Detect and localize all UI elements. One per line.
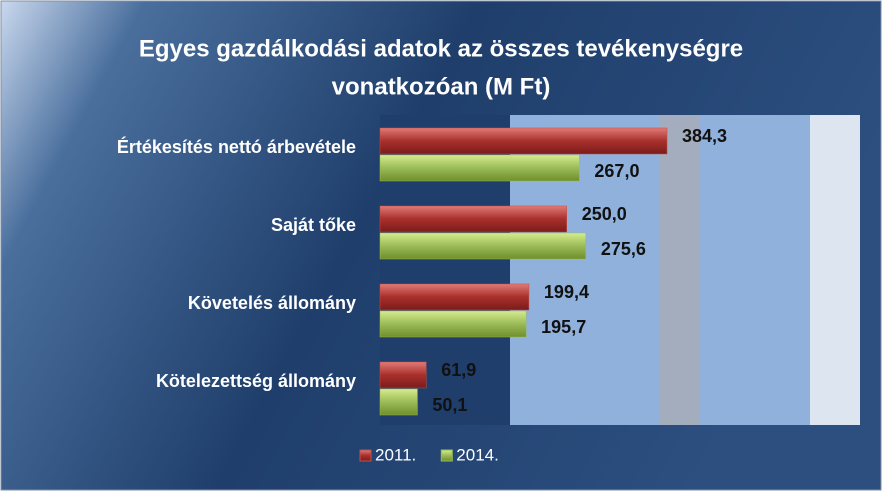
legend-label: 2014. bbox=[456, 445, 499, 464]
y-tick-label: Kötelezettség állomány bbox=[156, 371, 356, 391]
data-label: 250,0 bbox=[582, 204, 627, 224]
data-label: 267,0 bbox=[594, 161, 639, 181]
bar bbox=[379, 154, 580, 182]
y-tick-label: Követelés állomány bbox=[188, 293, 356, 313]
chart-title: vonatkozóan (M Ft) bbox=[332, 73, 551, 100]
y-tick-label: Saját tőke bbox=[271, 215, 356, 235]
band bbox=[700, 115, 810, 425]
data-label: 50,1 bbox=[432, 395, 467, 415]
legend-label: 2011. bbox=[375, 445, 416, 464]
data-label: 199,4 bbox=[544, 282, 589, 302]
bar bbox=[379, 127, 668, 155]
data-label: 195,7 bbox=[541, 317, 586, 337]
band bbox=[660, 115, 700, 425]
bar bbox=[379, 232, 587, 260]
band bbox=[810, 115, 860, 425]
bar bbox=[379, 310, 527, 338]
chart-title: Egyes gazdálkodási adatok az összes tevé… bbox=[139, 35, 743, 62]
data-label: 275,6 bbox=[601, 239, 646, 259]
legend-swatch bbox=[359, 449, 372, 462]
data-label: 384,3 bbox=[682, 126, 727, 146]
bar bbox=[379, 361, 427, 389]
bar bbox=[379, 283, 530, 311]
bar bbox=[379, 205, 567, 233]
y-tick-label: Értékesítés nettó árbevétele bbox=[117, 136, 356, 157]
bar bbox=[379, 388, 418, 416]
data-label: 61,9 bbox=[441, 360, 476, 380]
legend-swatch bbox=[440, 449, 453, 462]
